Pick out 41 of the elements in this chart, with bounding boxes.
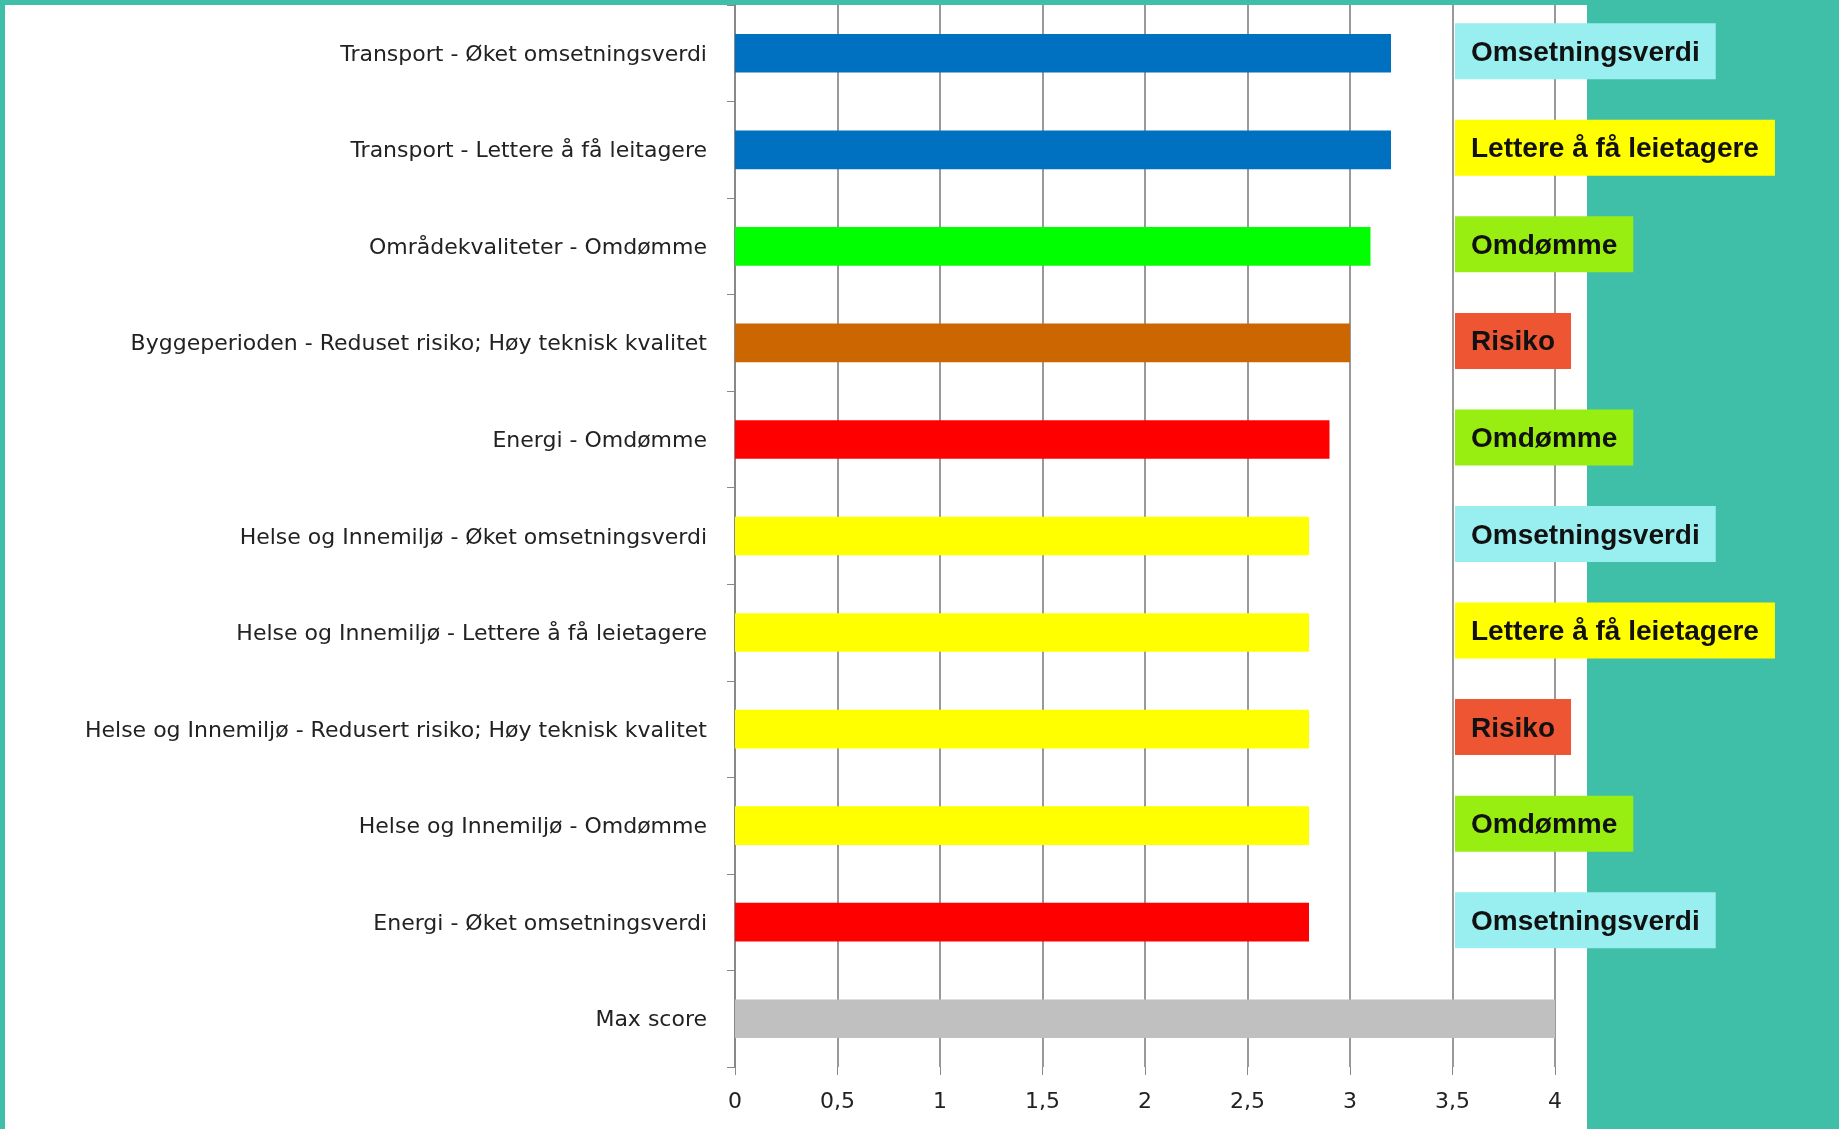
bar — [735, 999, 1555, 1039]
annotation: Omsetningsverdi — [1471, 35, 1700, 67]
bar — [735, 613, 1309, 652]
annotation: Omsetningsverdi — [1471, 518, 1700, 550]
annotation: Risiko — [1471, 711, 1556, 743]
x-tick-label: 2 — [1138, 1087, 1152, 1113]
y-tick-label: Helse og Innemiljø - Øket omsetningsverdi — [239, 523, 707, 549]
bar — [735, 420, 1330, 459]
bar — [735, 709, 1309, 749]
y-tick-label: Helse og Innemiljø - Redusert risiko; Høy teknisk kvalitet — [84, 716, 708, 742]
y-tick-label: Transport - Øket omsetningsverdi — [339, 40, 707, 66]
y-tick-label: Energi - Øket omsetningsverdi — [373, 909, 707, 935]
x-tick-label: 1,5 — [1025, 1087, 1060, 1113]
y-tick-label: Byggeperioden - Reduset risiko; Høy teknisk kvalitet — [130, 330, 708, 356]
x-tick-label: 3,5 — [1435, 1087, 1470, 1113]
annotation: Omdømme — [1471, 421, 1618, 453]
x-tick-label: 3 — [1343, 1087, 1357, 1113]
y-tick-label: Max score — [595, 1006, 707, 1032]
y-tick-label: Energi - Omdømme — [492, 426, 707, 452]
y-tick-label: Helse og Innemiljø - Lettere å få leietagere — [236, 620, 707, 646]
bar — [735, 806, 1309, 845]
x-tick-label: 0,5 — [820, 1087, 855, 1113]
bar — [735, 516, 1309, 556]
x-tick-label: 1 — [933, 1087, 947, 1113]
y-tick-label: Områdekvaliteter - Omdømme — [368, 233, 707, 259]
annotation: Risiko — [1471, 325, 1556, 357]
x-tick-label: 2,5 — [1230, 1087, 1265, 1113]
annotation: Omsetningsverdi — [1471, 904, 1700, 936]
bar — [735, 323, 1350, 363]
y-tick-label: Helse og Innemiljø - Omdømme — [358, 813, 707, 839]
x-tick-label: 4 — [1548, 1087, 1562, 1113]
bar — [735, 130, 1391, 170]
bar — [735, 902, 1309, 942]
annotation: Omdømme — [1471, 228, 1618, 260]
annotation: Lettere å få leietagere — [1471, 132, 1759, 164]
bar — [735, 227, 1371, 266]
y-tick-label: Transport - Lettere å få leitagere — [349, 137, 707, 163]
bar — [735, 33, 1391, 73]
annotation: Lettere å få leietagere — [1471, 615, 1759, 647]
x-tick-label: 0 — [728, 1087, 742, 1113]
annotation: Omdømme — [1471, 808, 1618, 840]
